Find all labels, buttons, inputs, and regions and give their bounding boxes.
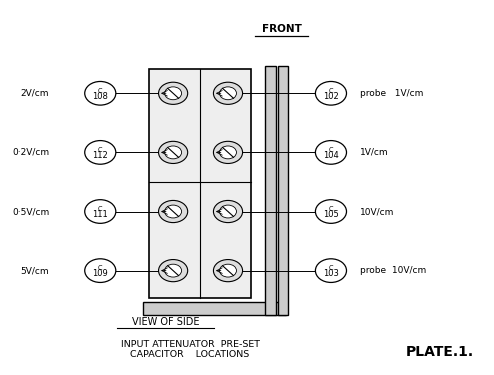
Circle shape bbox=[213, 200, 243, 223]
Circle shape bbox=[213, 141, 243, 164]
Text: C: C bbox=[329, 147, 333, 153]
Circle shape bbox=[219, 146, 237, 159]
Bar bbox=[278, 66, 288, 315]
Circle shape bbox=[85, 259, 116, 282]
Text: 10V/cm: 10V/cm bbox=[360, 207, 395, 216]
Text: C: C bbox=[98, 206, 103, 212]
Circle shape bbox=[219, 205, 237, 218]
Text: probe  10V/cm: probe 10V/cm bbox=[360, 266, 426, 275]
Circle shape bbox=[315, 200, 346, 223]
Circle shape bbox=[213, 82, 243, 104]
Circle shape bbox=[315, 141, 346, 164]
Circle shape bbox=[159, 260, 188, 282]
Text: 108: 108 bbox=[92, 92, 108, 101]
Text: PLATE.1.: PLATE.1. bbox=[406, 345, 474, 359]
Text: C: C bbox=[329, 206, 333, 212]
Text: VIEW OF SIDE: VIEW OF SIDE bbox=[132, 317, 200, 327]
Text: 103: 103 bbox=[323, 269, 339, 278]
Text: 111: 111 bbox=[92, 210, 108, 219]
Text: 104: 104 bbox=[323, 151, 339, 160]
Text: 112: 112 bbox=[92, 151, 108, 160]
Circle shape bbox=[213, 260, 243, 282]
Text: 109: 109 bbox=[92, 269, 108, 278]
Circle shape bbox=[315, 81, 346, 105]
Circle shape bbox=[159, 82, 188, 104]
Text: 1V/cm: 1V/cm bbox=[360, 148, 389, 157]
Text: C: C bbox=[329, 265, 333, 271]
Circle shape bbox=[165, 146, 182, 159]
Text: probe   1V/cm: probe 1V/cm bbox=[360, 89, 423, 98]
Bar bbox=[265, 66, 276, 315]
Text: CAPACITOR    LOCATIONS: CAPACITOR LOCATIONS bbox=[130, 350, 250, 359]
Circle shape bbox=[85, 81, 116, 105]
Circle shape bbox=[165, 87, 182, 100]
Text: 105: 105 bbox=[323, 210, 339, 219]
Text: 102: 102 bbox=[323, 92, 339, 101]
Text: 0·2V/cm: 0·2V/cm bbox=[12, 148, 49, 157]
Circle shape bbox=[165, 264, 182, 277]
Text: 0·5V/cm: 0·5V/cm bbox=[12, 207, 49, 216]
Circle shape bbox=[219, 87, 237, 100]
Circle shape bbox=[219, 264, 237, 277]
Circle shape bbox=[159, 141, 188, 164]
Text: C: C bbox=[98, 265, 103, 271]
Circle shape bbox=[165, 205, 182, 218]
Circle shape bbox=[85, 200, 116, 223]
Bar bbox=[149, 69, 251, 298]
Circle shape bbox=[85, 141, 116, 164]
Bar bbox=[143, 302, 286, 315]
Text: C: C bbox=[98, 147, 103, 153]
Text: 2V/cm: 2V/cm bbox=[21, 89, 49, 98]
Text: INPUT ATTENUATOR  PRE-SET: INPUT ATTENUATOR PRE-SET bbox=[121, 340, 260, 349]
Circle shape bbox=[159, 200, 188, 223]
Circle shape bbox=[315, 259, 346, 282]
Text: C: C bbox=[329, 88, 333, 94]
Text: 5V/cm: 5V/cm bbox=[21, 266, 49, 275]
Text: FRONT: FRONT bbox=[262, 24, 302, 34]
Text: C: C bbox=[98, 88, 103, 94]
